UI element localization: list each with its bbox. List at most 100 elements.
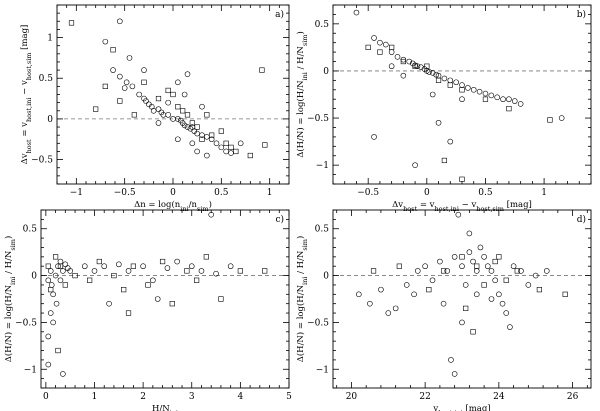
data-point-circle: [466, 230, 473, 237]
data-point-circle: [204, 152, 210, 159]
data-point-square: [482, 96, 489, 102]
data-point-circle: [184, 124, 191, 130]
y-tick-label: 0: [323, 272, 329, 282]
data-point-circle: [60, 371, 66, 377]
data-point-circle: [175, 79, 181, 86]
data-point-circle: [198, 268, 205, 274]
data-point-circle: [194, 130, 200, 137]
data-point-circle: [429, 91, 436, 98]
data-point-circle: [459, 82, 465, 88]
data-point-circle: [494, 94, 500, 101]
data-point-square: [62, 282, 68, 288]
data-point-circle: [382, 41, 389, 48]
data-point-square: [87, 277, 93, 283]
data-point-square: [459, 176, 465, 182]
data-point-square: [262, 142, 268, 148]
data-point-circle: [91, 268, 98, 274]
data-point-square: [470, 329, 476, 335]
data-point-circle: [377, 39, 383, 46]
data-point-square: [440, 268, 447, 274]
data-point-circle: [422, 263, 428, 270]
data-point-circle: [481, 254, 487, 260]
data-point-circle: [451, 371, 458, 377]
data-point-square: [218, 128, 224, 134]
x-axis-label: vhost,ini [mag]: [432, 404, 490, 411]
data-point-circle: [470, 86, 477, 93]
data-point-square: [45, 263, 51, 269]
data-point-square: [365, 44, 371, 50]
data-point-circle: [175, 116, 181, 122]
data-point-circle: [437, 258, 443, 265]
data-point-circle: [50, 291, 56, 298]
data-point-square: [514, 268, 520, 274]
data-point-circle: [500, 96, 506, 103]
data-point-circle: [136, 91, 142, 98]
data-point-circle: [451, 254, 458, 260]
data-point-square: [496, 254, 502, 260]
x-axis-label: Δn = log(nini/nsim): [134, 199, 212, 213]
data-point-square: [396, 263, 402, 269]
data-point-square: [141, 79, 147, 85]
x-tick-label: 4: [238, 392, 244, 402]
data-point-square: [389, 44, 395, 50]
data-point-circle: [403, 282, 410, 288]
data-point-circle: [499, 300, 506, 307]
data-point-square: [233, 148, 239, 155]
data-point-circle: [429, 70, 436, 76]
data-point-circle: [164, 265, 171, 271]
data-point-circle: [459, 319, 465, 326]
y-tick-label: −0.5: [307, 318, 329, 328]
data-point-circle: [126, 55, 133, 61]
data-point-circle: [371, 134, 377, 140]
panel-label: b): [577, 9, 586, 20]
data-point-circle: [129, 83, 136, 90]
panel-1: −1 −0.5 0 0.5 1 −0.5 0 0.5 1 a) Δn = log(nini/nsim…: [20, 4, 290, 213]
data-point-square: [165, 87, 171, 94]
data-point-circle: [447, 138, 454, 145]
data-point-circle: [447, 77, 454, 84]
data-point-square: [247, 152, 253, 159]
data-point-circle: [444, 268, 451, 274]
panel-3: 0 1 2 3 4 5 −1 −0.5 0 0.5 c) H/Nini Δ(H/N) = log(H/N…: [3, 209, 292, 411]
data-point-circle: [488, 296, 495, 302]
data-point-circle: [441, 75, 448, 82]
data-point-circle: [165, 112, 171, 118]
data-point-circle: [488, 92, 495, 99]
data-point-square: [130, 263, 136, 269]
x-tick-label: −1: [70, 188, 83, 198]
x-tick-label: 0: [170, 188, 176, 198]
data-point-circle: [511, 98, 518, 104]
data-point-circle: [57, 258, 64, 265]
data-point-square: [121, 287, 127, 293]
data-point-circle: [506, 96, 512, 103]
data-point-square: [463, 305, 469, 311]
data-point-circle: [141, 67, 147, 73]
y-axis-label: Δ(H/N) = log(H/Nini / H/Nsim): [295, 236, 309, 363]
data-point-circle: [459, 263, 465, 270]
data-point-circle: [125, 268, 132, 274]
y-tick-label: −0.5: [307, 114, 329, 124]
data-point-square: [48, 287, 54, 293]
data-point-circle: [459, 96, 465, 103]
data-point-square: [259, 67, 265, 73]
x-axis-label: Δvhost = vhost,ini − vhost,sim [mag]: [392, 200, 532, 213]
data-point-square: [184, 112, 191, 118]
data-point-square: [204, 112, 210, 118]
data-point-square: [441, 157, 448, 164]
data-point-circle: [62, 261, 69, 268]
y-axis-label: Δ(H/N) = log(H/Nini / H/Nsim): [3, 236, 17, 363]
y-tick-label: −0.5: [15, 318, 37, 328]
data-point-square: [175, 104, 181, 110]
data-point-circle: [175, 136, 181, 143]
data-point-circle: [426, 69, 432, 75]
data-point-square: [111, 272, 117, 279]
data-point-square: [125, 310, 132, 316]
data-point-circle: [496, 291, 502, 298]
data-point-circle: [518, 268, 524, 274]
data-point-square: [547, 117, 553, 123]
data-point-square: [228, 144, 234, 150]
data-point-square: [57, 263, 64, 269]
data-point-square: [68, 20, 75, 26]
data-point-square: [110, 47, 116, 53]
